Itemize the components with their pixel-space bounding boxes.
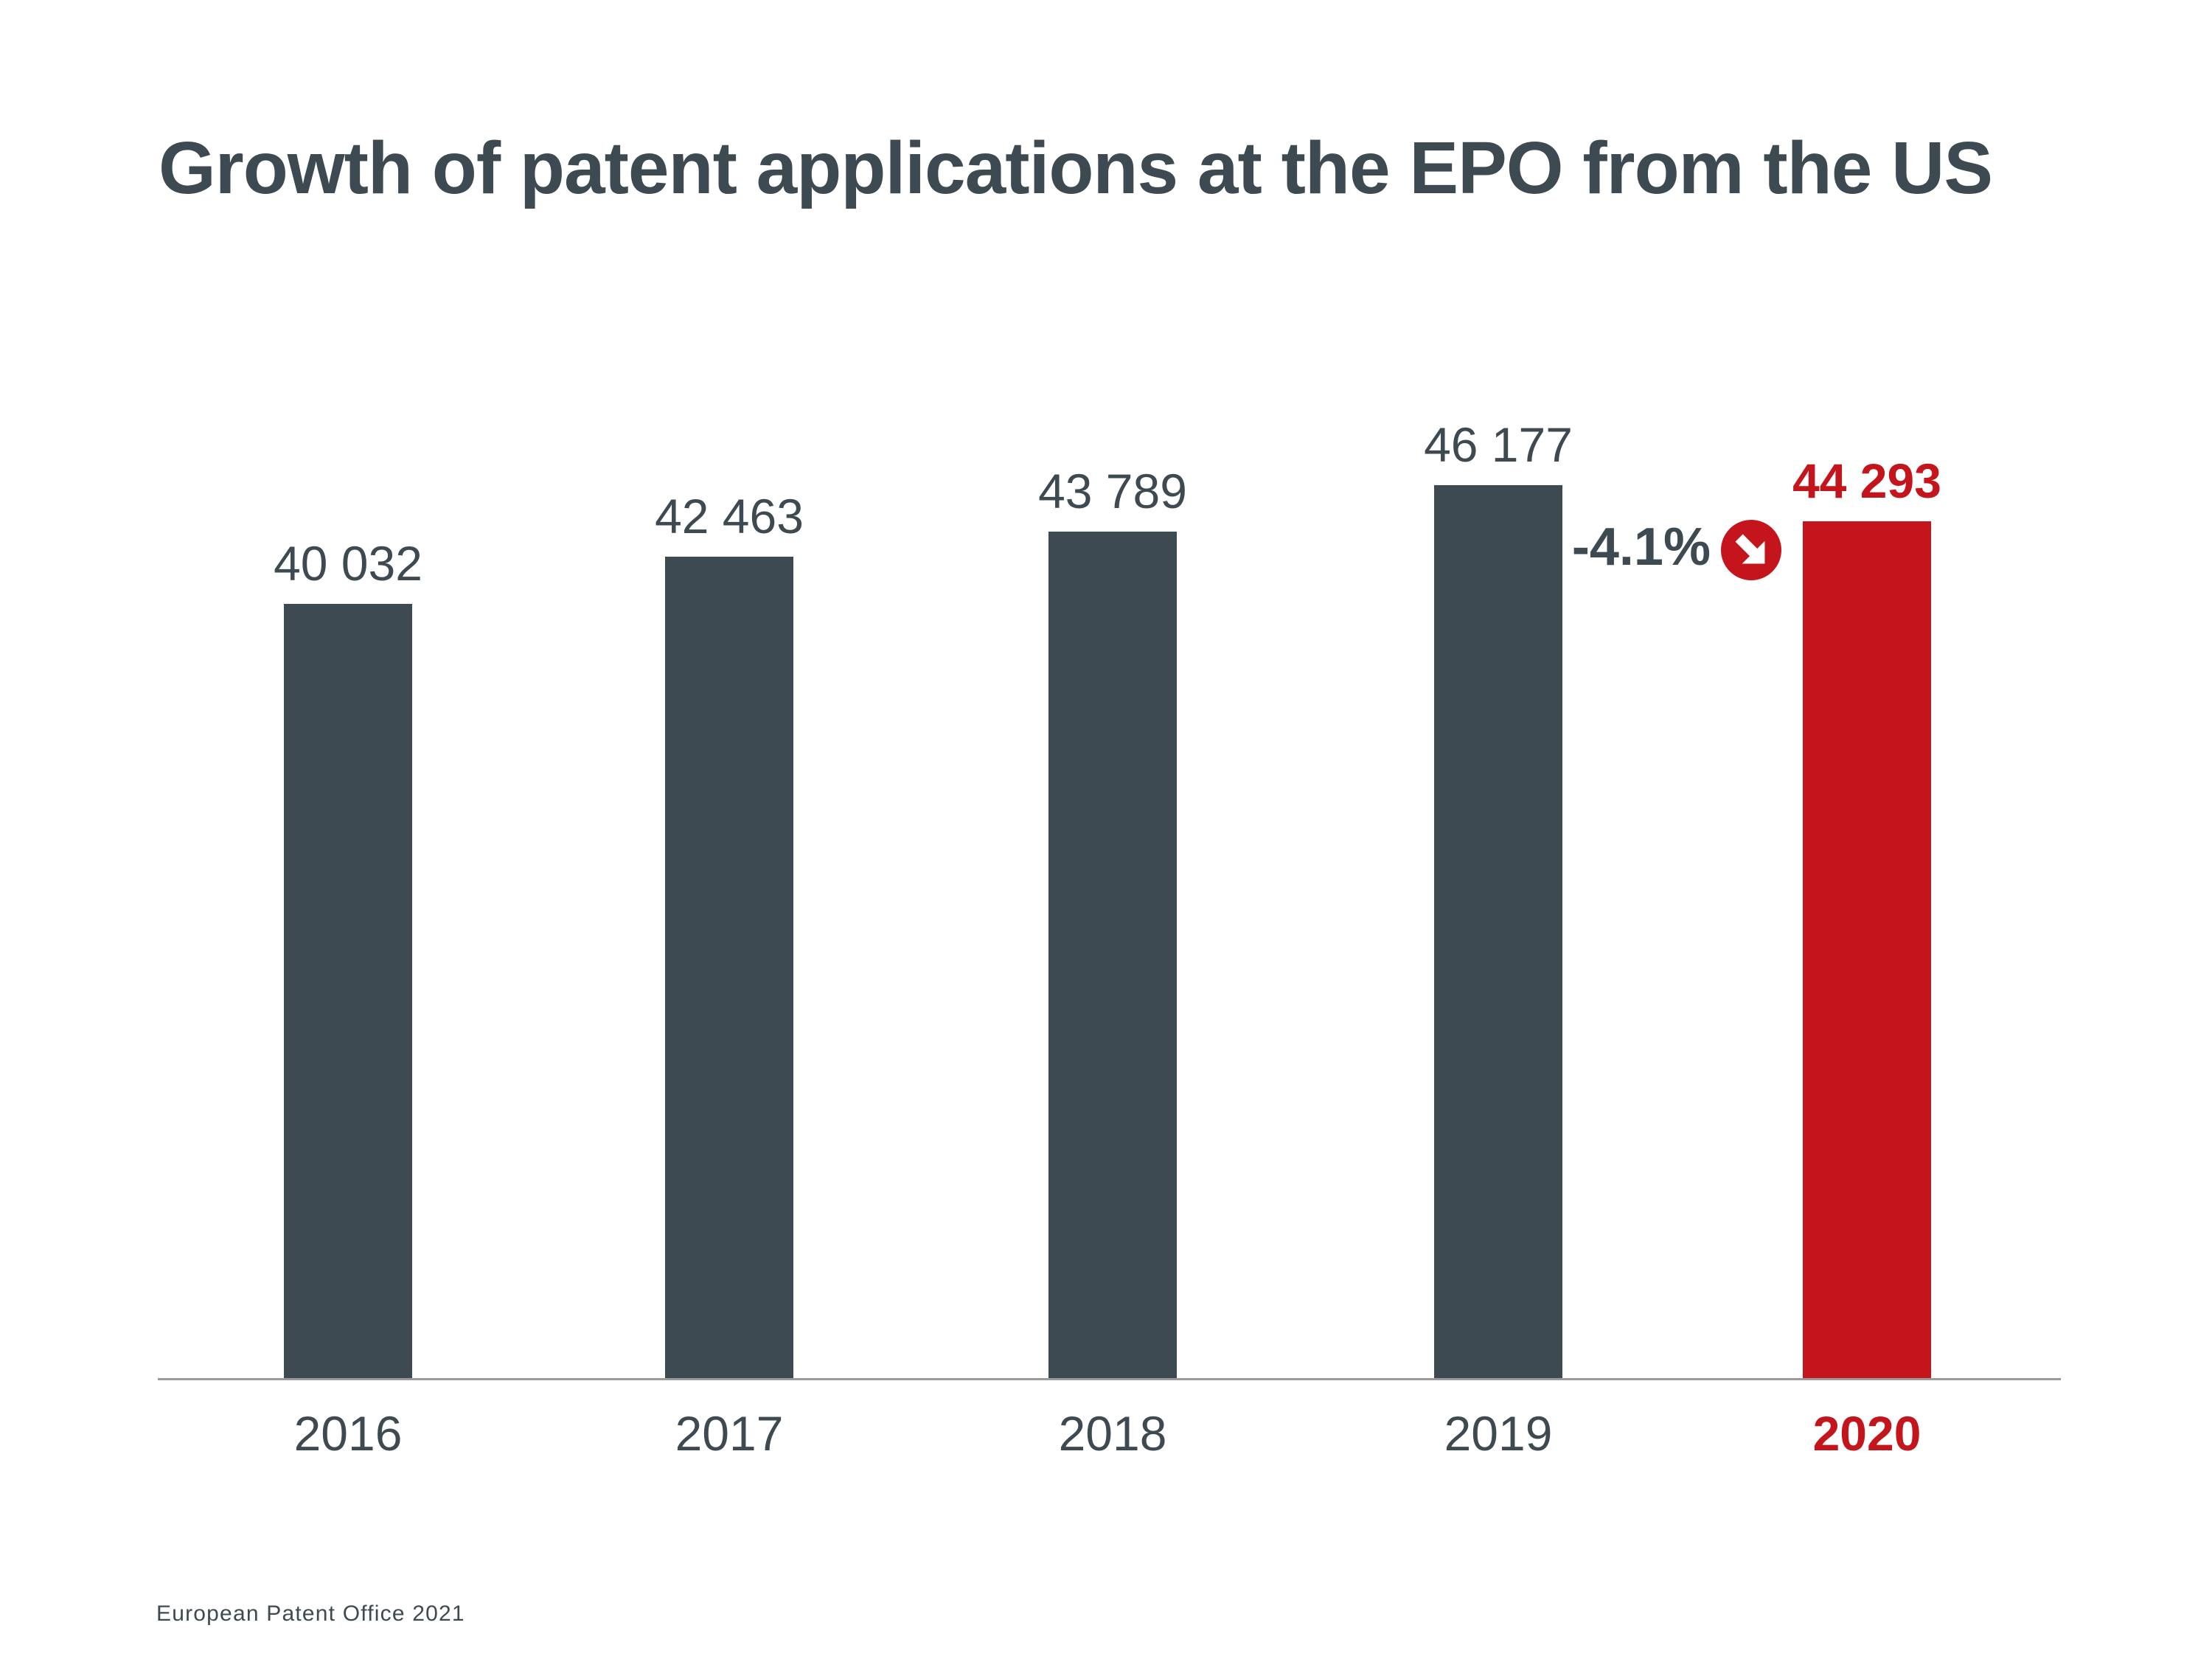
value-label-2019: 46 177 [1424,417,1573,472]
icon-arrow-head [1742,540,1765,564]
bar-2017 [665,557,793,1379]
value-label-2018: 43 789 [1038,463,1187,518]
arrow-down-right-circle-icon [1721,520,1781,580]
bar-2020 [1803,521,1931,1379]
category-label-2019: 2019 [1444,1406,1553,1461]
category-label-2016: 2016 [293,1406,403,1461]
chart-title: Growth of patent applications at the EPO… [159,127,1993,209]
bar-2016 [284,604,412,1379]
bar-2018 [1048,531,1177,1379]
category-label-2018: 2018 [1058,1406,1167,1461]
change-annotation-label: -4.1% [1571,518,1711,577]
value-label-2017: 42 463 [655,489,804,544]
x-axis-line [158,1378,2061,1380]
value-label-2020: 44 293 [1792,453,1941,509]
source-caption: European Patent Office 2021 [156,1601,465,1626]
bar-2019 [1434,485,1562,1379]
value-label-2016: 40 032 [274,536,422,591]
icon-arrow-shaft [1735,534,1759,557]
category-label-2017: 2017 [675,1406,784,1461]
category-label-2020: 2020 [1812,1406,1921,1461]
